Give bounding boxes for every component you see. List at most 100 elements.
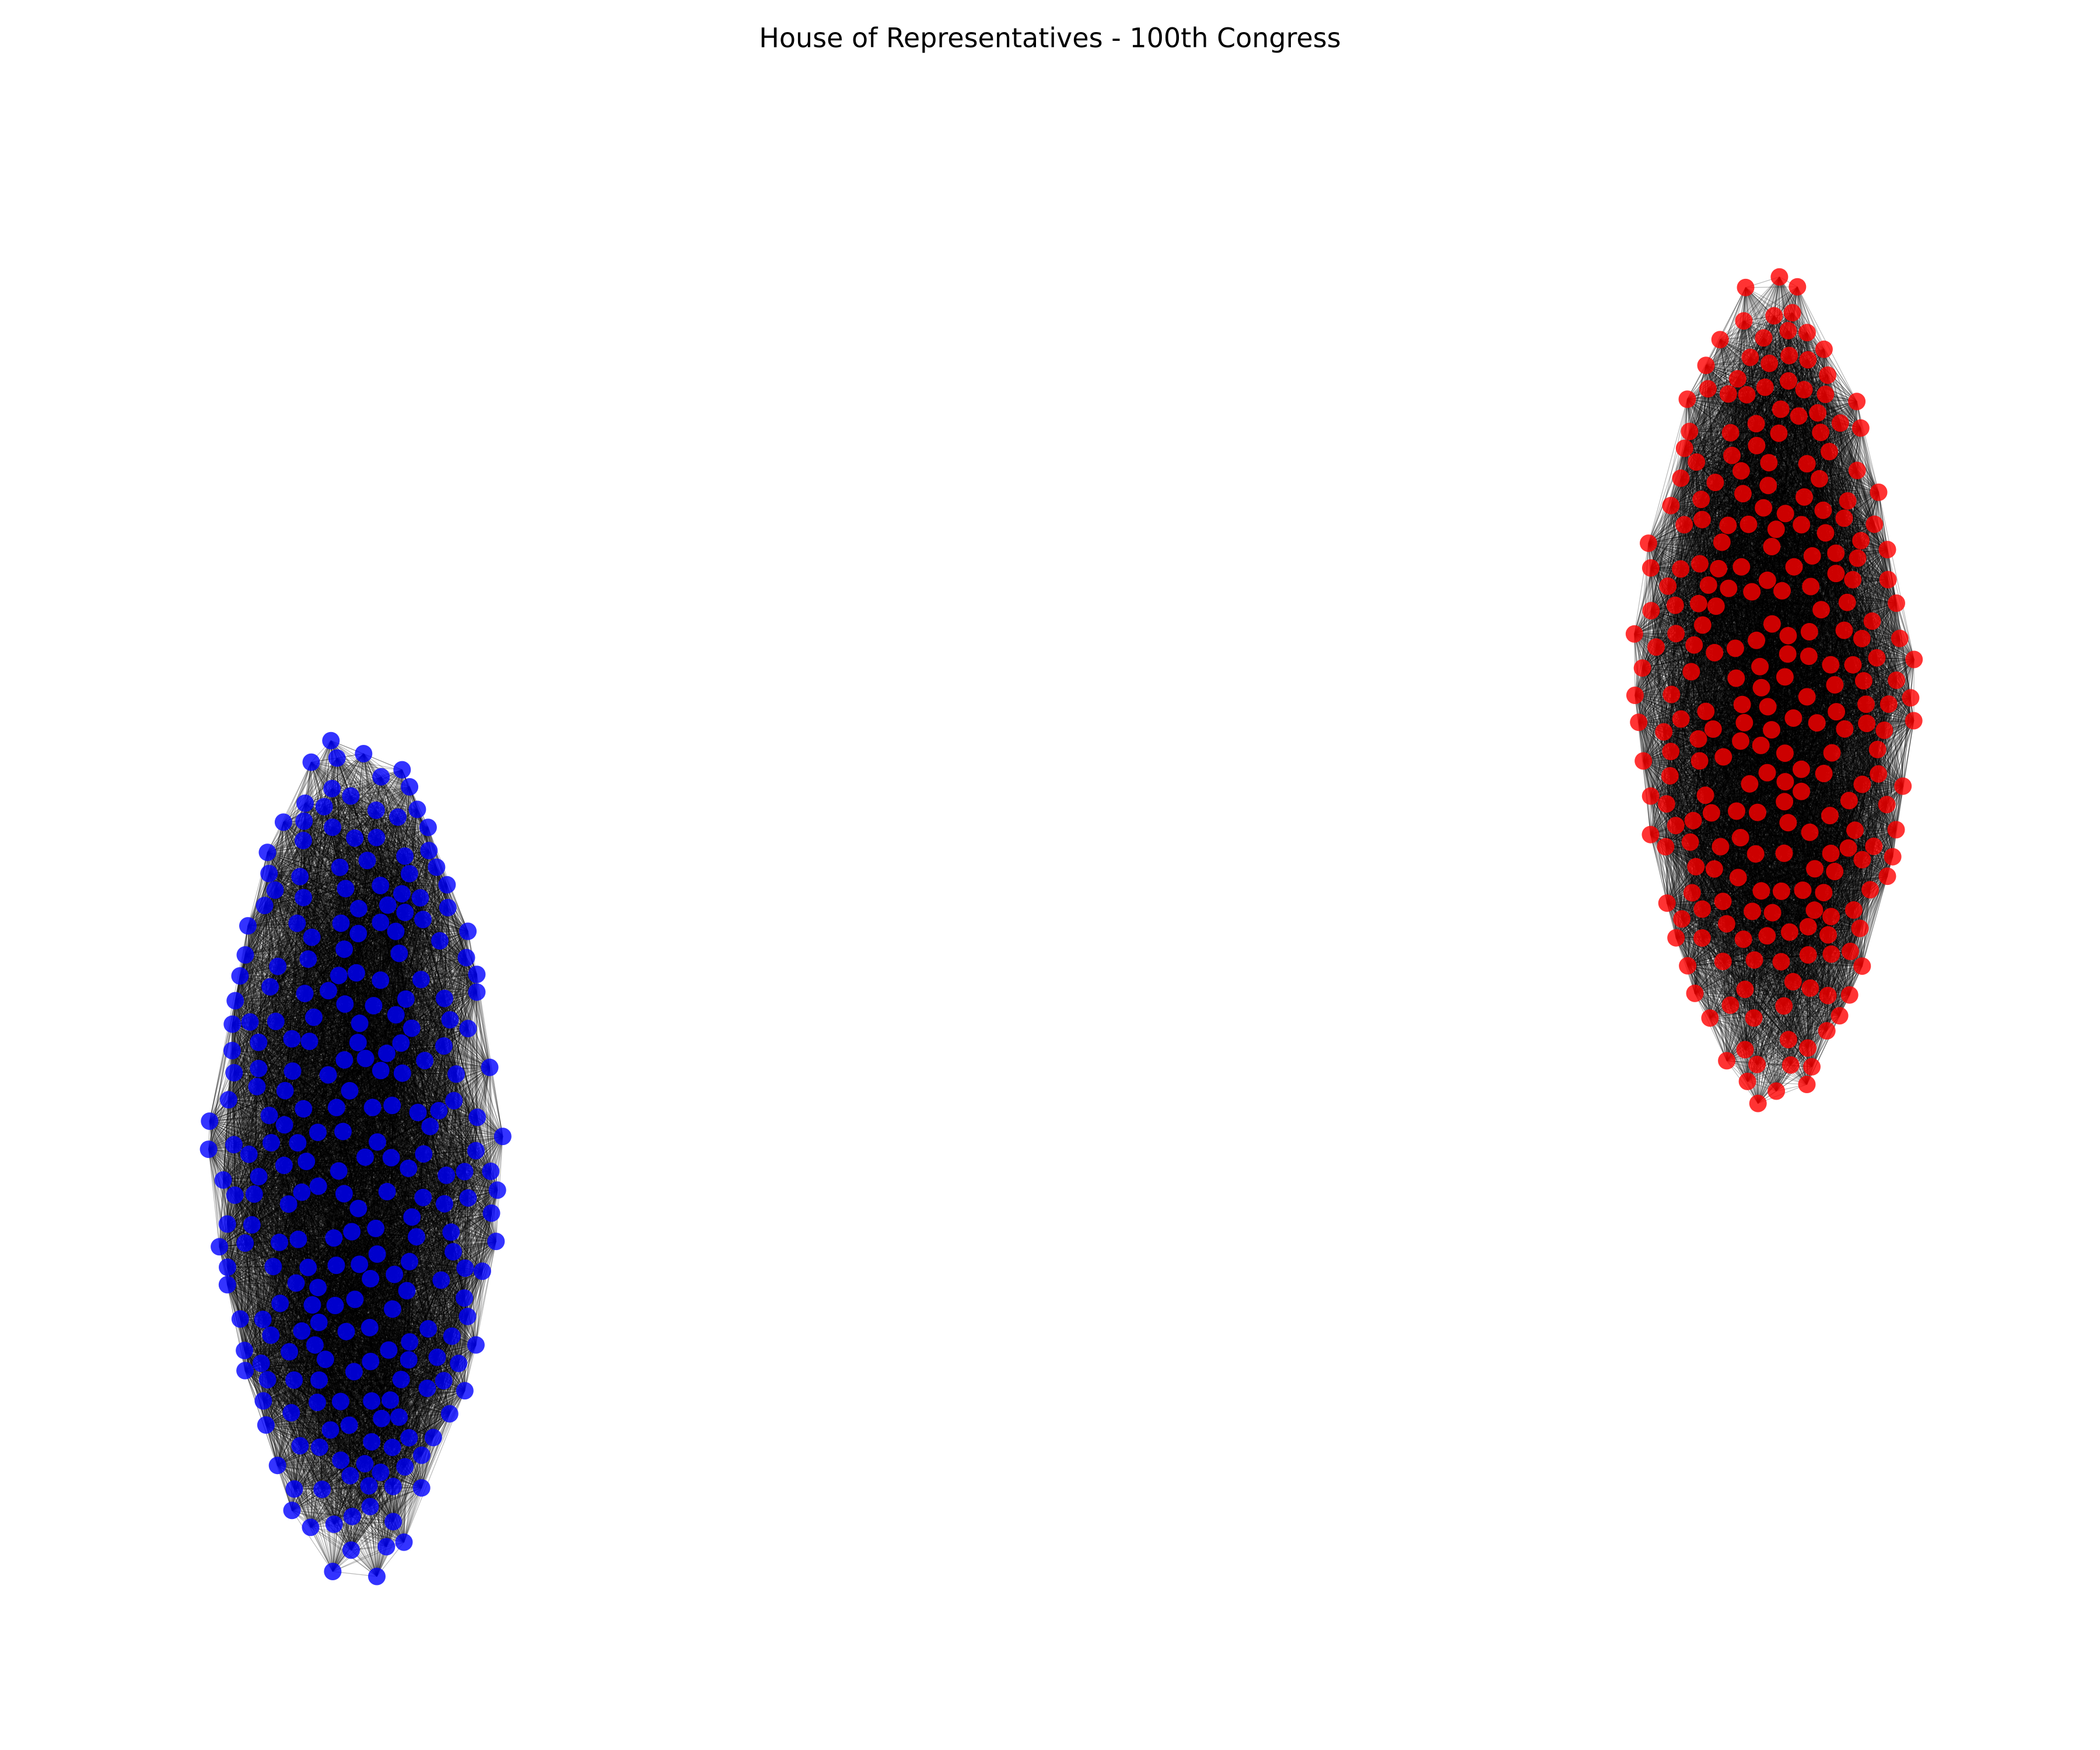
- graph-edge: [340, 1418, 382, 1461]
- graph-edge: [358, 933, 387, 1054]
- graph-edge: [358, 933, 450, 1020]
- graph-edge: [333, 1058, 366, 1238]
- graph-edge: [340, 1447, 393, 1461]
- graph-edge: [358, 885, 381, 934]
- graph-edge: [358, 897, 421, 934]
- graph-edge: [254, 1194, 334, 1238]
- graph-edge: [333, 1105, 393, 1238]
- graph-edge: [390, 1336, 453, 1401]
- graph-edge: [358, 933, 374, 1006]
- graph-edge: [340, 1413, 450, 1461]
- graph-edge: [303, 840, 405, 857]
- graph-edge: [311, 762, 405, 857]
- graph-edge: [404, 786, 410, 856]
- graph-edge: [303, 933, 359, 1110]
- graph-edge: [264, 856, 405, 906]
- graph-edge: [333, 1237, 410, 1360]
- graph-edge: [262, 1238, 334, 1401]
- graph-edge: [333, 1237, 429, 1329]
- graph-edge: [333, 1237, 410, 1342]
- graph-edge: [333, 1238, 355, 1300]
- graph-edge: [340, 1361, 371, 1461]
- graph-edge: [334, 1305, 341, 1461]
- graph-edge: [341, 1455, 422, 1461]
- graph-edge: [377, 1254, 391, 1401]
- graph-edge: [333, 1107, 373, 1238]
- graph-edge: [304, 856, 405, 994]
- graph-edge: [256, 933, 359, 1087]
- graph-edge: [208, 1149, 334, 1238]
- graph-edge: [390, 1400, 405, 1542]
- graph-edge: [333, 1238, 370, 1328]
- graph-edge: [390, 1345, 477, 1401]
- graph-edge: [344, 933, 359, 1060]
- graph-edge: [333, 1042, 401, 1238]
- graph-edge: [387, 1191, 391, 1401]
- graph-edge: [244, 1237, 334, 1371]
- graph-edge: [340, 867, 359, 934]
- graph-edge: [333, 1116, 478, 1238]
- chart-title: House of Representatives - 100th Congres…: [0, 22, 2100, 54]
- graph-edge: [332, 827, 405, 857]
- graph-edge: [334, 1305, 391, 1401]
- graph-edge: [340, 1371, 355, 1461]
- graph-edge: [284, 1165, 334, 1238]
- graph-edge: [227, 1237, 334, 1285]
- graph-edge: [306, 1161, 334, 1238]
- graph-edge: [358, 933, 407, 1000]
- graph-edge: [294, 1460, 341, 1490]
- graph-edge: [333, 1110, 439, 1238]
- graph-edge: [334, 1460, 341, 1525]
- graph-edge: [293, 1380, 341, 1461]
- graph-edge: [358, 933, 490, 1068]
- graph-edge: [251, 1224, 334, 1238]
- graph-edge: [345, 933, 359, 1332]
- graph-edge: [269, 1115, 334, 1238]
- graph-edge: [267, 1238, 334, 1380]
- graph-edge: [333, 1237, 438, 1358]
- graph-edge: [233, 1072, 334, 1238]
- graph-edge: [358, 933, 477, 975]
- graph-edge: [325, 1359, 391, 1401]
- graph-edge: [319, 1238, 334, 1448]
- graph-edge: [340, 1460, 371, 1507]
- graph-edge: [358, 933, 419, 1113]
- graph-edge: [332, 1460, 341, 1572]
- graph-edge: [358, 809, 418, 934]
- graph-edge: [340, 1280, 442, 1461]
- graph-edge: [390, 1274, 395, 1401]
- graph-edge: [303, 840, 359, 934]
- graph-edge: [340, 1390, 466, 1461]
- graph-edge: [325, 1359, 341, 1461]
- graph-edge: [240, 1237, 334, 1320]
- graph-edge: [279, 1242, 391, 1401]
- graph-edge: [333, 1237, 393, 1310]
- graph-edge: [358, 933, 430, 1127]
- graph-edge: [277, 856, 405, 967]
- graph-edge: [354, 838, 359, 934]
- graph-edge: [288, 856, 405, 1205]
- graph-edge: [277, 1460, 341, 1466]
- graph-edge: [404, 856, 444, 1046]
- graph-edge: [358, 933, 425, 1061]
- graph-edge: [340, 1308, 393, 1461]
- graph-edge: [333, 905, 388, 1238]
- graph-edge: [358, 930, 468, 934]
- graph-edge: [310, 762, 359, 934]
- graph-edge: [359, 856, 405, 1024]
- graph-edge: [300, 856, 405, 877]
- graph-edge: [358, 827, 429, 934]
- graph-edge: [390, 1400, 394, 1522]
- graph-edge: [350, 796, 405, 857]
- graph-edge: [244, 1237, 334, 1351]
- graph-edge: [245, 1237, 334, 1244]
- graph-edge: [376, 810, 405, 856]
- graph-edge: [340, 1327, 370, 1461]
- graph-edge: [240, 856, 405, 977]
- graph-edge: [334, 1171, 491, 1238]
- graph-edge: [333, 1171, 340, 1238]
- graph-edge: [390, 1203, 445, 1401]
- graph-edge: [334, 1237, 442, 1281]
- graph-edge: [336, 933, 359, 1108]
- graph-edge: [333, 1237, 395, 1275]
